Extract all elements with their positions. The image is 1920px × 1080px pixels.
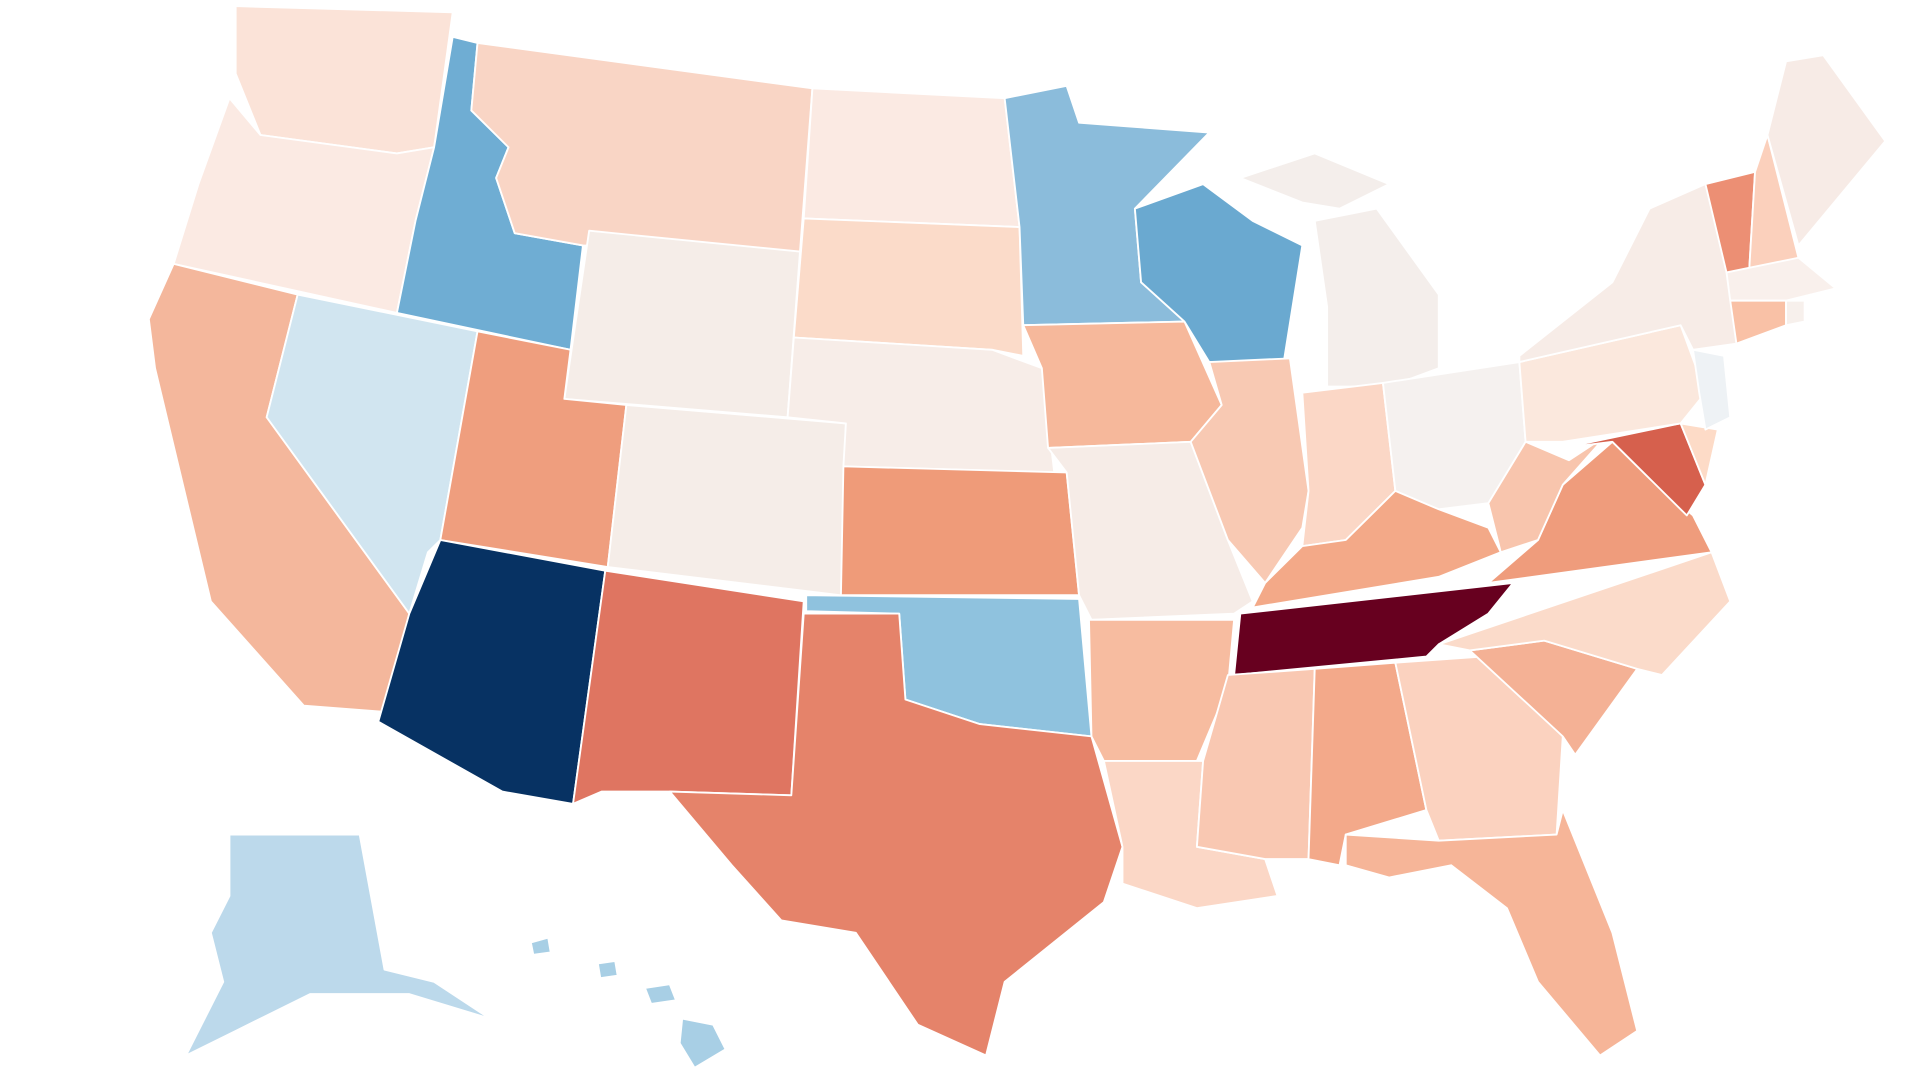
region — [678, 1017, 727, 1069]
region — [792, 217, 1025, 357]
region — [1785, 299, 1806, 327]
region — [1313, 207, 1440, 388]
region — [1437, 551, 1732, 676]
region — [668, 612, 1124, 1057]
region — [1487, 434, 1608, 554]
region — [1766, 54, 1887, 247]
region — [234, 5, 454, 155]
region — [470, 42, 814, 253]
region — [185, 833, 491, 1057]
region — [1239, 152, 1391, 210]
region — [563, 229, 801, 419]
region — [1679, 422, 1719, 486]
region — [1344, 809, 1639, 1057]
region — [596, 960, 619, 980]
region — [529, 936, 552, 956]
region — [840, 465, 1080, 597]
region — [1729, 299, 1787, 345]
region — [1022, 320, 1223, 449]
region — [1251, 489, 1502, 609]
region — [606, 404, 847, 597]
region — [1725, 256, 1837, 302]
region — [572, 569, 805, 805]
region — [1518, 183, 1738, 363]
region — [1692, 348, 1732, 431]
region — [644, 983, 677, 1005]
region — [802, 87, 1021, 228]
